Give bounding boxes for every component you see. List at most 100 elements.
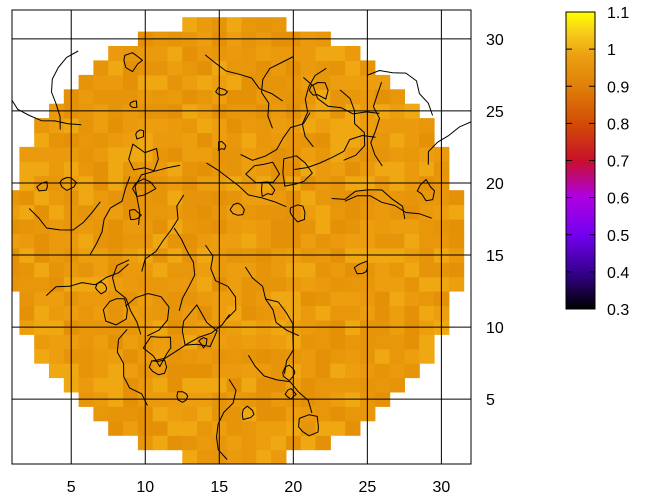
y-tick-label: 25	[486, 104, 504, 121]
heatmap-cell	[330, 276, 346, 292]
heatmap-cell	[182, 118, 198, 134]
heatmap-cell	[123, 89, 139, 105]
heatmap-cell	[182, 204, 198, 220]
heatmap-cell	[167, 74, 183, 90]
heatmap-cell	[330, 233, 346, 249]
heatmap-cell	[315, 132, 331, 148]
heatmap-cell	[49, 190, 65, 206]
heatmap-cell	[374, 74, 391, 90]
heatmap-cell	[345, 46, 361, 61]
heatmap-cell	[123, 132, 139, 148]
heatmap-cell	[374, 233, 391, 249]
heatmap-cell	[197, 435, 213, 451]
heatmap-cell	[330, 132, 346, 148]
heatmap-cell	[256, 406, 272, 422]
heatmap-cell	[93, 190, 109, 206]
heatmap-cell	[167, 406, 183, 422]
heatmap-cell	[315, 46, 331, 61]
heatmap-cell	[241, 406, 257, 422]
heatmap-cell	[152, 219, 169, 234]
heatmap-cell	[93, 74, 109, 90]
heatmap-cell	[93, 406, 109, 422]
y-tick-label: 10	[486, 320, 504, 337]
heatmap-cell	[389, 291, 405, 306]
contour-line	[141, 194, 185, 272]
heatmap-cell	[315, 420, 331, 436]
heatmap-cell	[374, 89, 391, 105]
heatmap-cell	[300, 146, 317, 162]
heatmap-cells	[12, 17, 465, 464]
heatmap-cell	[241, 74, 257, 90]
heatmap-cell	[226, 46, 243, 61]
heatmap-cell	[404, 132, 420, 148]
contour-line	[244, 266, 300, 337]
x-tick-label: 15	[210, 479, 228, 496]
heatmap-cell	[123, 118, 139, 134]
heatmap-cell	[93, 146, 109, 162]
heatmap-cell	[345, 219, 361, 234]
heatmap-cell	[345, 233, 361, 249]
heatmap-cell	[256, 363, 272, 379]
heatmap-cell	[197, 118, 213, 134]
heatmap-cell	[182, 132, 198, 148]
heatmap-cell	[123, 420, 139, 436]
heatmap-cell	[389, 204, 405, 220]
contour-line	[135, 129, 144, 140]
heatmap-cell	[241, 449, 257, 464]
heatmap-cell	[152, 262, 169, 278]
heatmap-cell	[241, 262, 257, 278]
heatmap-cell	[108, 420, 124, 436]
heatmap-cell	[152, 406, 169, 422]
heatmap-cell	[345, 348, 361, 364]
contour-line	[116, 328, 148, 406]
heatmap-cell	[300, 348, 317, 364]
heatmap-cell	[152, 74, 169, 90]
heatmap-cell	[197, 204, 213, 220]
heatmap-cell	[345, 60, 361, 76]
heatmap-cell	[315, 118, 331, 134]
heatmap-cell	[78, 262, 94, 278]
heatmap-cell	[152, 60, 169, 76]
heatmap-cell	[167, 435, 183, 451]
heatmap-cell	[152, 132, 169, 148]
heatmap-cell	[49, 262, 65, 278]
heatmap-cell	[389, 118, 405, 134]
heatmap-cell	[123, 60, 139, 76]
heatmap-cell	[315, 262, 331, 278]
heatmap-cell	[271, 204, 287, 220]
heatmap-cell	[152, 89, 169, 105]
heatmap-cell	[108, 60, 124, 76]
heatmap-cell	[271, 233, 287, 249]
heatmap-cell	[34, 204, 50, 220]
heatmap-cell	[197, 348, 213, 364]
x-tick-label: 5	[67, 479, 76, 496]
heatmap-cell	[419, 146, 435, 162]
heatmap-cell	[93, 291, 109, 306]
heatmap-cell	[78, 348, 94, 364]
heatmap-cell	[49, 363, 65, 379]
y-tick-label: 20	[486, 176, 504, 193]
heatmap-cell	[78, 118, 94, 134]
colorbar-tick-label: 0.5	[607, 228, 629, 245]
heatmap-cell	[256, 334, 272, 350]
heatmap-cell	[167, 363, 183, 379]
heatmap-cell	[78, 89, 94, 105]
heatmap-cell	[374, 132, 391, 148]
heatmap-cell	[271, 420, 287, 436]
heatmap-cell	[404, 363, 420, 379]
heatmap-cell	[256, 435, 272, 451]
heatmap-cell	[330, 219, 346, 234]
heatmap-cell	[182, 190, 198, 206]
heatmap-cell	[93, 377, 109, 393]
heatmap-cell	[241, 334, 257, 350]
contour-line	[205, 244, 237, 320]
heatmap-cell	[389, 262, 405, 278]
heatmap-cell	[330, 46, 346, 61]
colorbar-tick-label: 1	[607, 42, 616, 59]
heatmap-cell	[34, 219, 50, 234]
heatmap-cell	[256, 449, 272, 464]
heatmap-cell	[182, 146, 198, 162]
heatmap-cell	[241, 219, 257, 234]
heatmap-cell	[271, 406, 287, 422]
